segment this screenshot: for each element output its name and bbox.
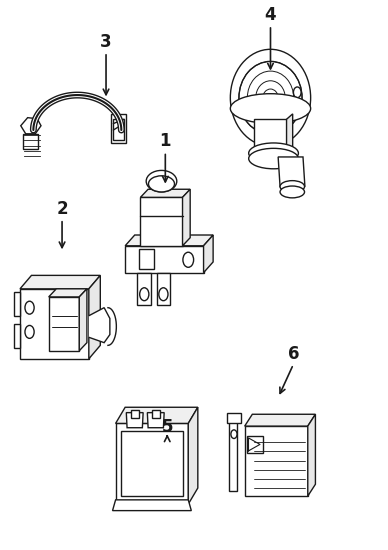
Polygon shape [126, 412, 143, 428]
Text: 2: 2 [56, 200, 68, 218]
Text: 1: 1 [159, 133, 171, 151]
Ellipse shape [239, 62, 302, 134]
Polygon shape [14, 324, 20, 348]
Polygon shape [125, 235, 213, 246]
Polygon shape [116, 407, 198, 424]
Polygon shape [182, 189, 190, 246]
Text: 3: 3 [100, 33, 112, 51]
Polygon shape [79, 289, 87, 351]
Polygon shape [89, 276, 100, 359]
Polygon shape [287, 114, 293, 152]
Circle shape [159, 288, 168, 301]
Bar [139, 249, 154, 270]
Polygon shape [137, 273, 151, 305]
Bar [121, 432, 182, 496]
Polygon shape [125, 246, 204, 273]
Polygon shape [20, 276, 100, 289]
Polygon shape [227, 412, 241, 424]
Polygon shape [188, 407, 198, 504]
Polygon shape [229, 421, 237, 491]
Polygon shape [48, 297, 79, 351]
Ellipse shape [149, 176, 175, 192]
Bar [247, 436, 263, 453]
Polygon shape [116, 424, 188, 504]
Circle shape [183, 252, 194, 267]
Ellipse shape [230, 50, 311, 146]
Ellipse shape [249, 148, 298, 169]
Bar [152, 410, 159, 418]
Polygon shape [156, 273, 170, 305]
Bar [111, 114, 126, 144]
Polygon shape [255, 119, 287, 152]
Polygon shape [308, 414, 315, 496]
Polygon shape [147, 412, 164, 428]
Ellipse shape [280, 186, 305, 198]
Polygon shape [48, 289, 87, 297]
Polygon shape [140, 189, 190, 197]
Circle shape [140, 288, 149, 301]
Ellipse shape [146, 170, 177, 192]
Polygon shape [278, 157, 305, 186]
Polygon shape [23, 134, 38, 149]
Circle shape [293, 87, 301, 98]
Text: 4: 4 [265, 6, 276, 24]
Polygon shape [245, 426, 308, 496]
Polygon shape [113, 500, 191, 510]
Polygon shape [245, 414, 315, 426]
Text: 6: 6 [288, 345, 299, 363]
Ellipse shape [280, 180, 305, 192]
Polygon shape [140, 197, 182, 246]
Ellipse shape [230, 94, 311, 123]
Polygon shape [204, 235, 213, 273]
Circle shape [25, 301, 34, 314]
Polygon shape [89, 307, 110, 343]
Ellipse shape [249, 143, 298, 163]
Polygon shape [21, 118, 41, 134]
Text: 5: 5 [161, 418, 173, 436]
Circle shape [231, 430, 237, 438]
Polygon shape [20, 289, 89, 359]
Circle shape [25, 326, 34, 338]
Polygon shape [14, 292, 20, 316]
Polygon shape [113, 119, 124, 140]
Bar [131, 410, 139, 418]
